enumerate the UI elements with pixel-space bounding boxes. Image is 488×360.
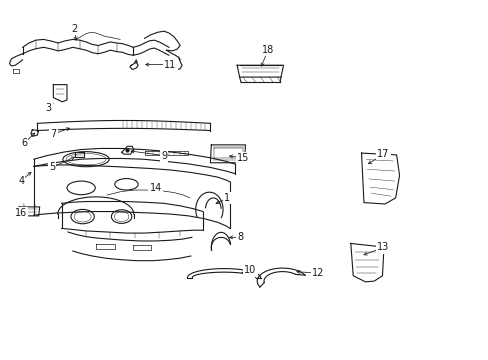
Text: 7: 7: [50, 129, 57, 139]
Text: 17: 17: [377, 149, 389, 159]
Text: 2: 2: [72, 24, 78, 34]
Text: 16: 16: [15, 208, 27, 218]
Text: 5: 5: [49, 162, 55, 172]
Text: 3: 3: [45, 103, 51, 113]
Text: 11: 11: [164, 59, 176, 69]
Text: 13: 13: [377, 242, 389, 252]
Text: 4: 4: [18, 176, 24, 186]
Text: 8: 8: [237, 232, 243, 242]
Text: 1: 1: [224, 193, 230, 203]
Text: 18: 18: [261, 45, 273, 55]
Text: 15: 15: [237, 153, 249, 163]
Text: 10: 10: [244, 265, 256, 275]
Text: 12: 12: [312, 268, 324, 278]
Text: 14: 14: [149, 183, 162, 193]
Text: 9: 9: [161, 150, 167, 161]
Text: 6: 6: [21, 139, 27, 148]
